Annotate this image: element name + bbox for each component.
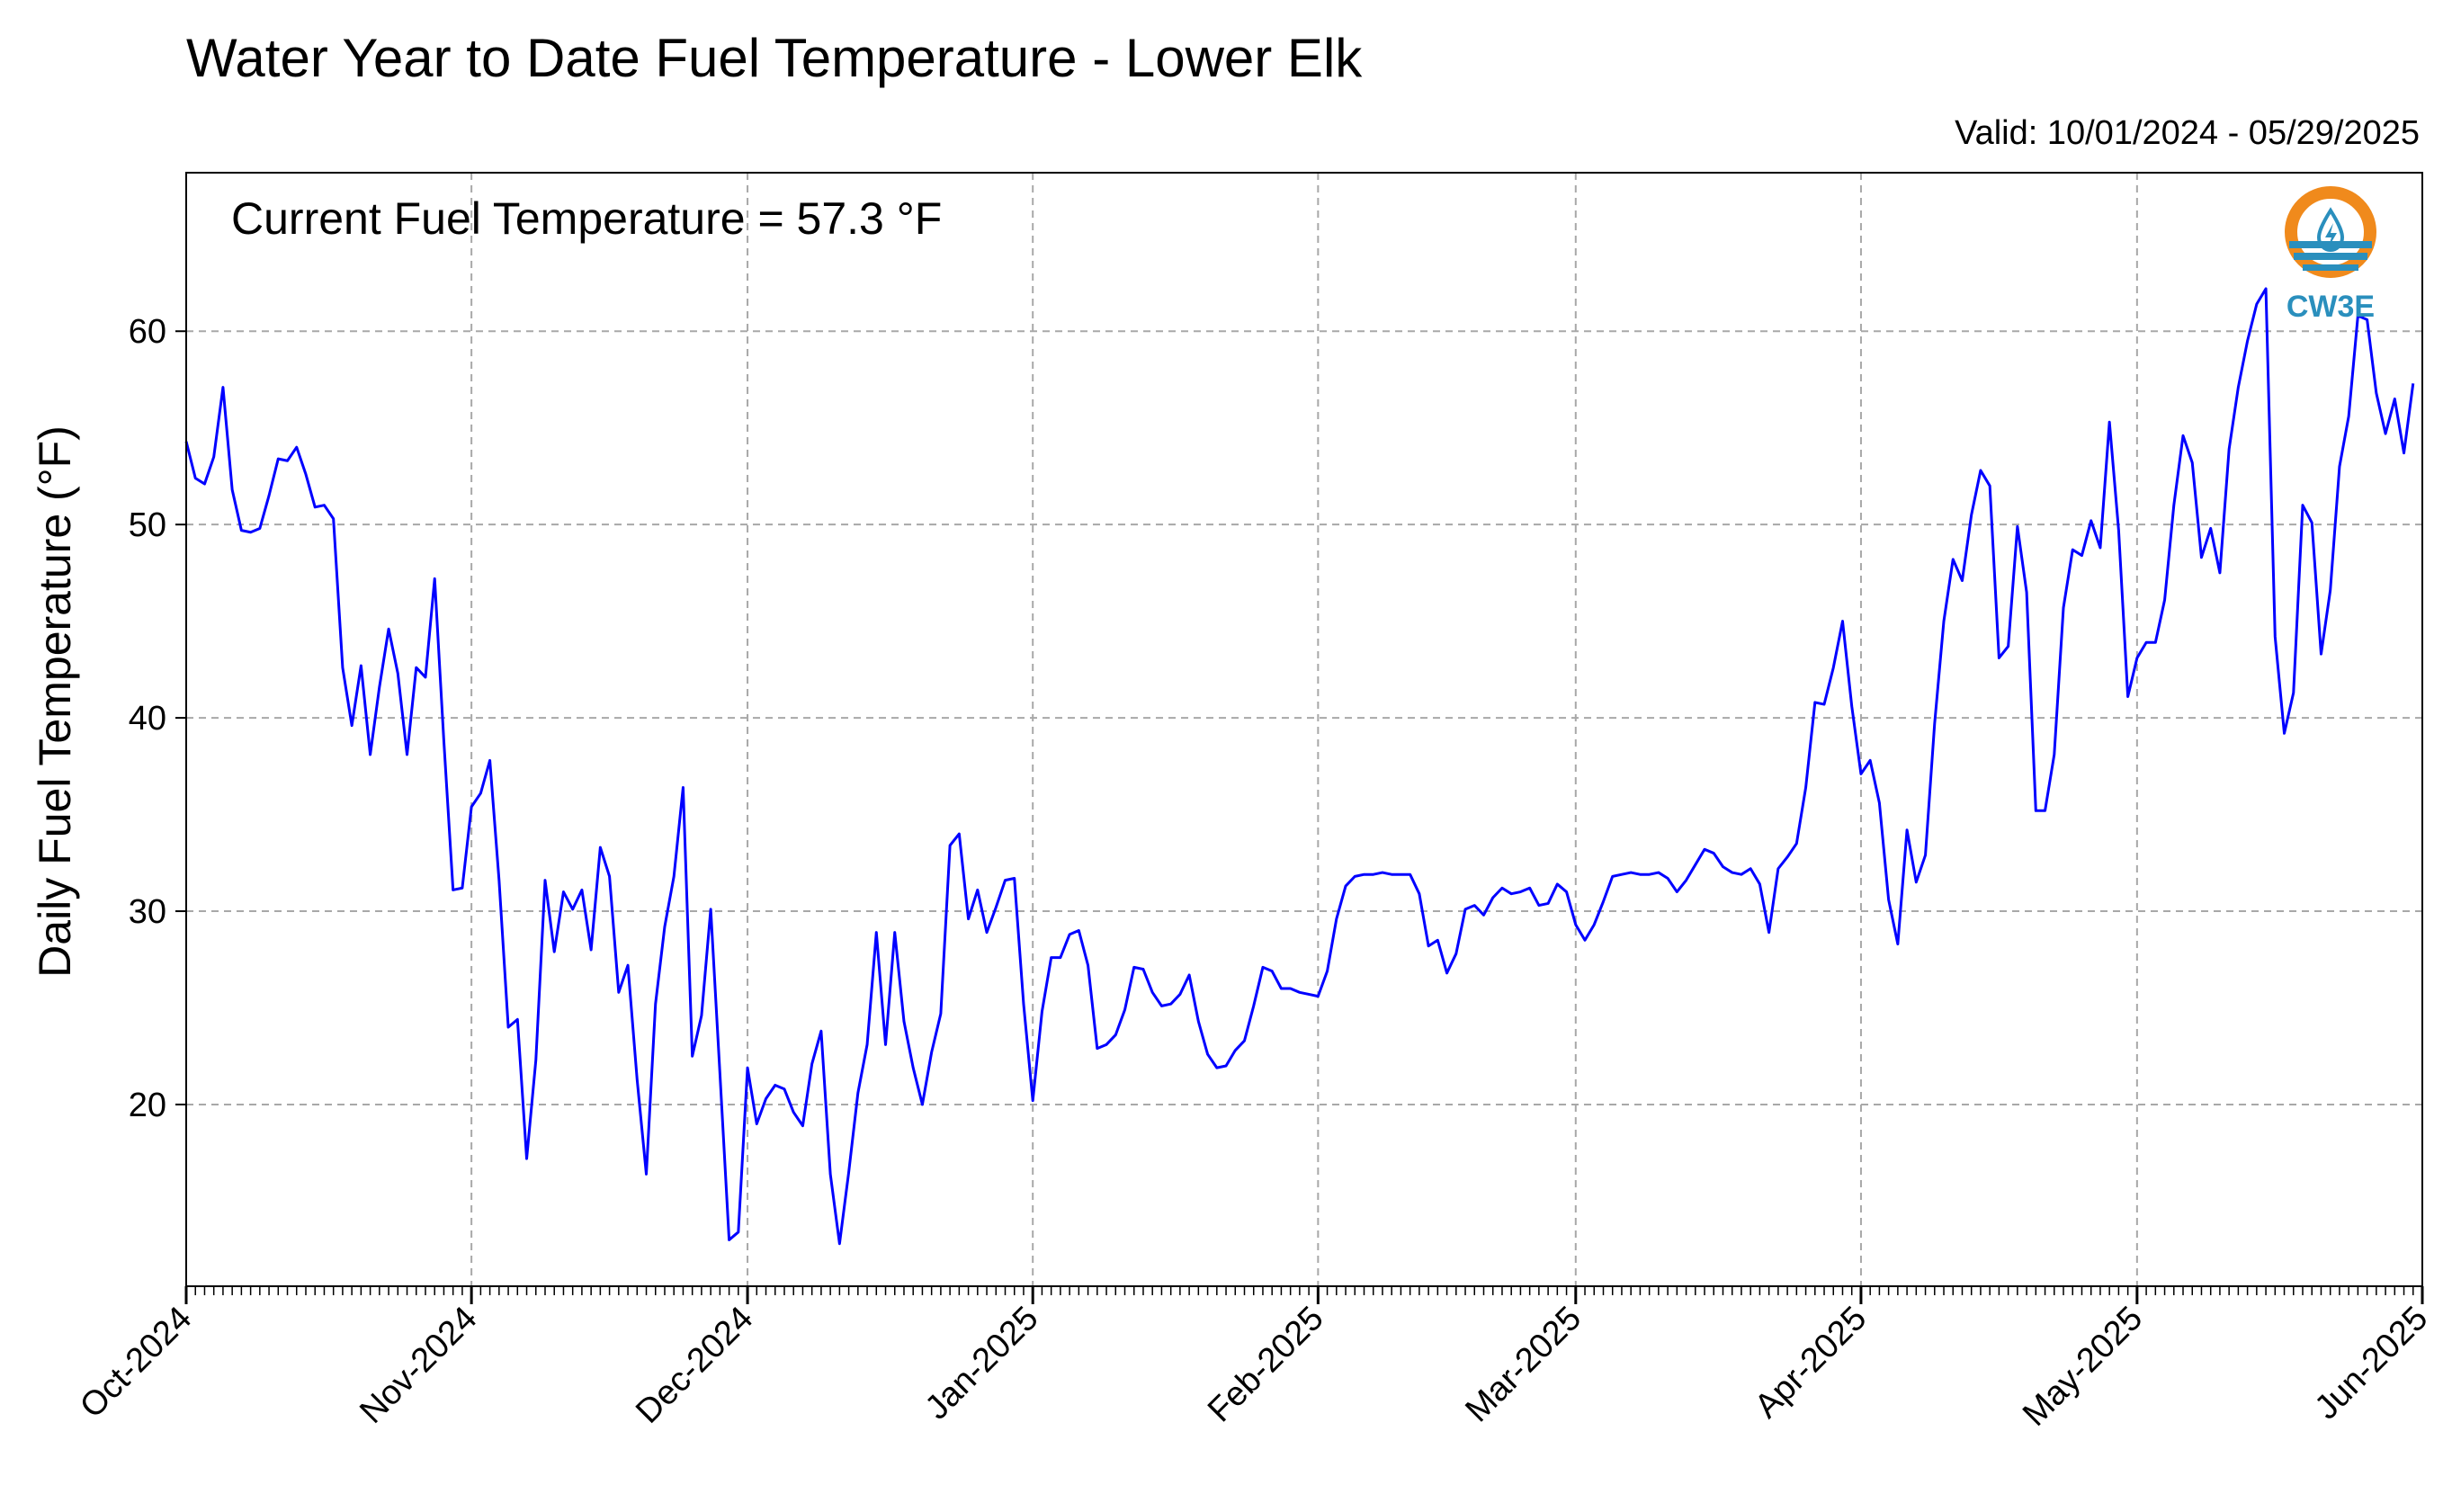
x-axis: Oct-2024 Nov-2024 Dec-2024 Jan-2025 Feb-2025… — [73, 1286, 2435, 1434]
valid-date-range: Valid: 10/01/2024 - 05/29/2025 — [1955, 114, 2420, 152]
wave-icon — [2289, 241, 2372, 248]
x-tick-label: Apr-2025 — [1748, 1300, 1874, 1426]
plot-frame — [186, 173, 2422, 1286]
x-tick-label: Feb-2025 — [1201, 1300, 1331, 1430]
logo-text: CW3E — [2286, 290, 2375, 324]
y-tick-label: 30 — [129, 893, 166, 931]
y-axis: 20 30 40 50 60 — [129, 313, 186, 1124]
chart-title: Water Year to Date Fuel Temperature - Lo… — [186, 28, 1363, 88]
wave-icon — [2294, 253, 2367, 260]
current-temperature-annotation: Current Fuel Temperature = 57.3 °F — [231, 193, 942, 244]
x-tick-label: Mar-2025 — [1458, 1300, 1588, 1430]
grid-lines — [186, 173, 2422, 1286]
fuel-temperature-line — [186, 289, 2413, 1244]
y-tick-label: 40 — [129, 700, 166, 738]
x-tick-label: Nov-2024 — [353, 1300, 484, 1431]
y-tick-label: 20 — [129, 1087, 166, 1124]
x-tick-label: Jun-2025 — [2308, 1300, 2436, 1427]
wave-icon — [2303, 264, 2358, 271]
x-minor-ticks — [186, 1286, 2422, 1295]
cw3e-logo: CW3E — [2286, 192, 2375, 324]
y-tick-label: 50 — [129, 506, 166, 544]
y-axis-label: Daily Fuel Temperature (°F) — [30, 425, 80, 978]
series-layer — [186, 289, 2413, 1244]
y-tick-label: 60 — [129, 313, 166, 351]
x-tick-label: Dec-2024 — [629, 1300, 760, 1431]
x-tick-label: Oct-2024 — [73, 1300, 199, 1426]
x-tick-label: May-2025 — [2016, 1300, 2150, 1434]
x-tick-label: Jan-2025 — [918, 1300, 1046, 1427]
